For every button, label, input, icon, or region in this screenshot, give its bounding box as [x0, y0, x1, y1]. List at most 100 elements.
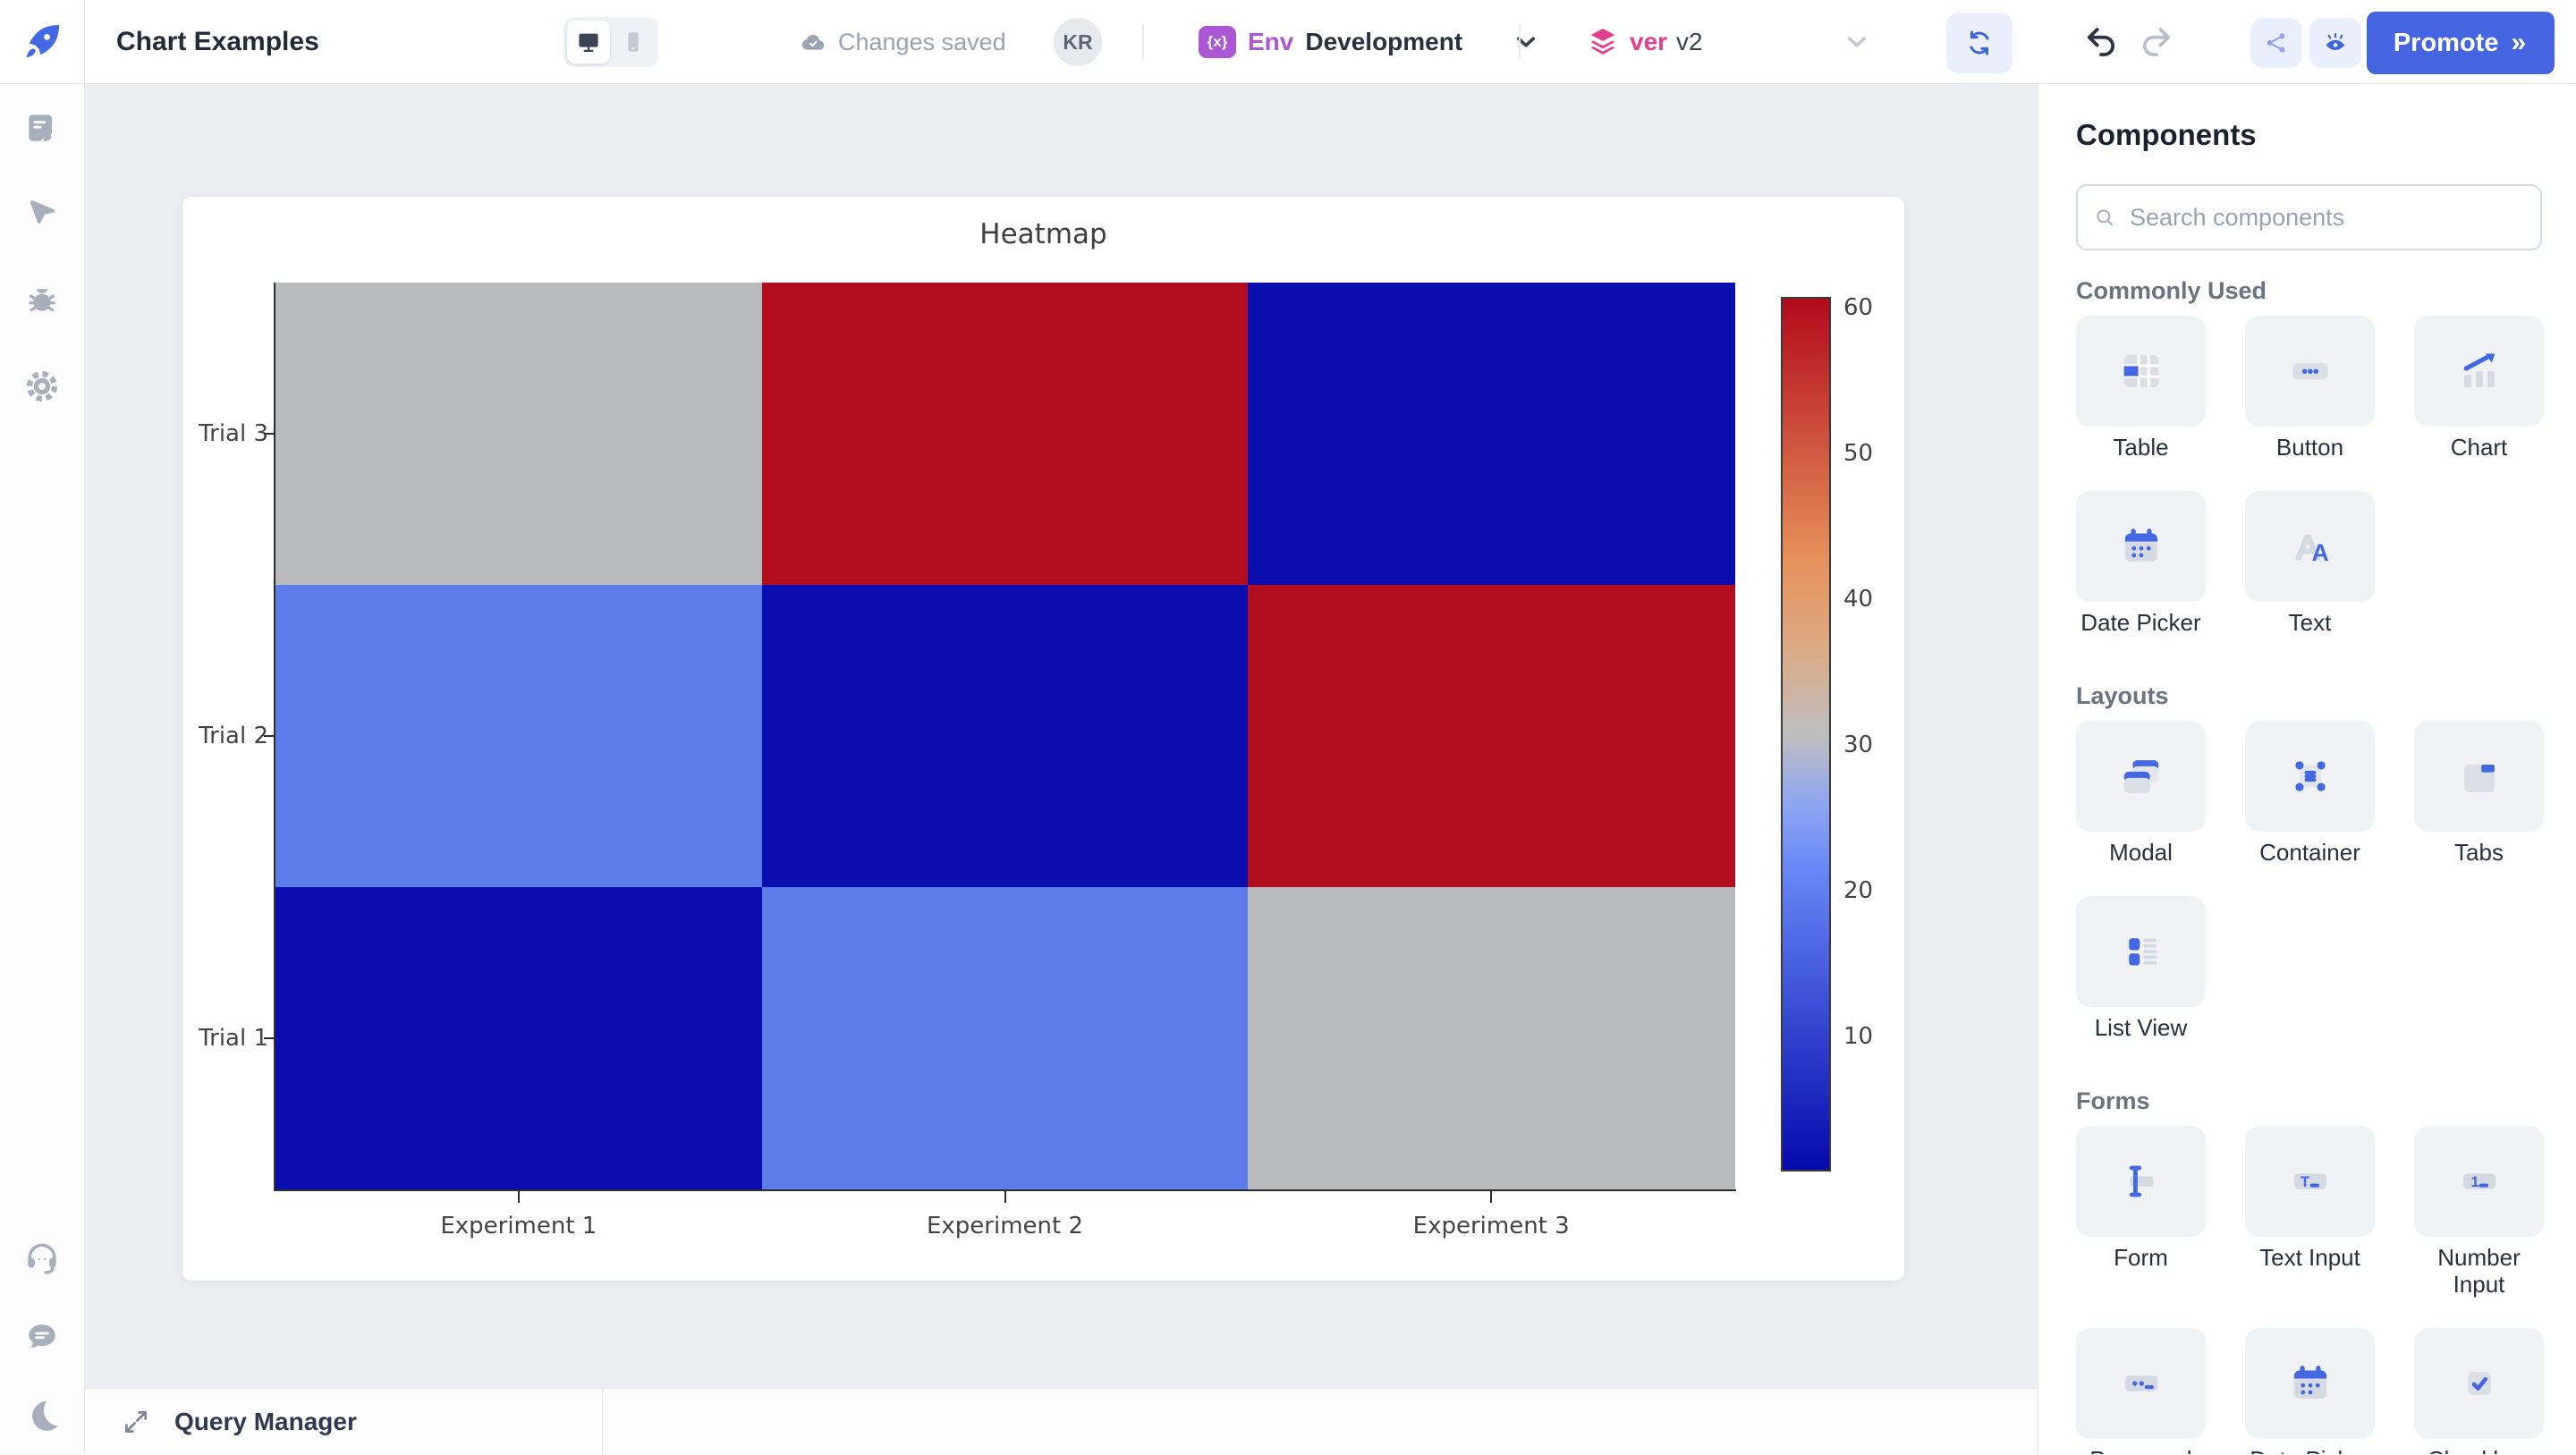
- svg-text:T: T: [2300, 1173, 2309, 1190]
- app-title[interactable]: Chart Examples: [116, 27, 319, 56]
- settings-icon[interactable]: [22, 367, 62, 406]
- components-panel: Components Commonly Used Table Button Chart…: [2038, 84, 2576, 1454]
- component-card-form[interactable]: [2076, 1126, 2206, 1237]
- heatmap-cell[interactable]: [1248, 283, 1735, 586]
- environment-selector[interactable]: {x} Env Development: [1199, 0, 1542, 84]
- x-axis-line: [274, 1189, 1736, 1191]
- query-manager-label: Query Manager: [174, 1408, 357, 1435]
- container-icon: [2284, 750, 2336, 802]
- chart-icon: [2453, 345, 2505, 397]
- query-manager-toggle[interactable]: Query Manager: [121, 1389, 357, 1455]
- svg-text:A: A: [2296, 529, 2318, 566]
- heatmap-cell[interactable]: [761, 887, 1250, 1190]
- component-card-table[interactable]: [2076, 316, 2206, 427]
- chevron-down-icon[interactable]: [1841, 26, 1873, 58]
- component-item-text-input: T Text Input: [2245, 1126, 2375, 1298]
- component-label: Table: [2113, 434, 2169, 461]
- component-card-list-view[interactable]: [2076, 896, 2206, 1007]
- component-item-form: Form: [2076, 1126, 2206, 1298]
- component-item-button: Button: [2245, 316, 2375, 461]
- component-card-number-input[interactable]: 1: [2414, 1126, 2544, 1237]
- chart-widget[interactable]: Heatmap Trial 3 Trial 2 Trial 1 Experiment …: [182, 197, 1904, 1281]
- colorbar: [1781, 297, 1831, 1172]
- x-axis-tick-label: Experiment 2: [926, 1213, 1084, 1239]
- heatmap-cell[interactable]: [761, 283, 1250, 586]
- component-card-date-picker[interactable]: [2245, 1328, 2375, 1439]
- rocket-icon: [26, 25, 59, 58]
- component-label: Number Input: [2437, 1244, 2521, 1298]
- heatmap-cell[interactable]: [275, 585, 763, 888]
- heatmap-cell[interactable]: [275, 283, 763, 586]
- sync-button[interactable]: [1946, 13, 2012, 73]
- search-input[interactable]: [2076, 184, 2542, 250]
- heatmap-cell[interactable]: [275, 887, 763, 1190]
- y-axis-tick: [264, 433, 274, 435]
- component-card-text-input[interactable]: T: [2245, 1126, 2375, 1237]
- eye-icon: [2326, 33, 2345, 50]
- pages-icon[interactable]: [22, 109, 62, 148]
- app-logo[interactable]: [0, 0, 85, 84]
- version-label: ver: [1630, 28, 1668, 55]
- heatmap-cell[interactable]: [1248, 585, 1735, 888]
- component-item-container: Container: [2245, 721, 2375, 866]
- undo-button[interactable]: [2082, 23, 2120, 61]
- component-label: Modal: [2109, 839, 2173, 866]
- component-item-password-input: Password Input: [2076, 1328, 2206, 1454]
- save-status: Changes saved: [799, 0, 1006, 84]
- component-label: Text Input: [2259, 1244, 2360, 1271]
- svg-text:1: 1: [2470, 1173, 2479, 1190]
- mobile-toggle[interactable]: [612, 21, 655, 63]
- desktop-icon: [579, 33, 598, 52]
- heatmap-plot-area: [275, 283, 1735, 1190]
- avatar[interactable]: KR: [1054, 18, 1102, 66]
- save-status-text: Changes saved: [838, 28, 1006, 55]
- promote-button[interactable]: Promote »: [2367, 12, 2555, 74]
- component-card-password-input[interactable]: [2076, 1328, 2206, 1439]
- form-icon: [2115, 1155, 2167, 1207]
- component-card-date-picker[interactable]: [2076, 491, 2206, 602]
- promote-label: Promote: [2393, 28, 2499, 57]
- component-item-text: A A Text: [2245, 491, 2375, 636]
- expand-icon: [125, 1411, 147, 1433]
- y-axis-line: [274, 283, 275, 1191]
- env-value: Development: [1305, 28, 1463, 55]
- component-item-list-view: List View: [2076, 896, 2206, 1041]
- heatmap-cell[interactable]: [1248, 887, 1735, 1190]
- share-button[interactable]: [2250, 18, 2302, 68]
- dark-mode-icon[interactable]: [22, 1396, 62, 1435]
- component-card-checkbox[interactable]: [2414, 1328, 2544, 1439]
- redo-button[interactable]: [2138, 23, 2175, 61]
- component-label: Text: [2288, 609, 2332, 636]
- device-layout-toggle: [564, 17, 658, 67]
- component-card-modal[interactable]: [2076, 721, 2206, 832]
- inspector-icon[interactable]: [22, 195, 62, 234]
- heatmap-cell[interactable]: [761, 585, 1250, 888]
- component-card-tabs[interactable]: [2414, 721, 2544, 832]
- component-item-checkbox: Checkbox: [2414, 1328, 2544, 1454]
- support-icon[interactable]: [22, 1239, 62, 1278]
- version-value: v2: [1676, 28, 1703, 55]
- component-card-chart[interactable]: [2414, 316, 2544, 427]
- datepicker-icon: [2284, 1358, 2336, 1409]
- comments-icon[interactable]: [22, 1317, 62, 1357]
- component-label: Form: [2114, 1244, 2168, 1271]
- y-axis-tick: [264, 735, 274, 737]
- desktop-toggle[interactable]: [567, 21, 610, 63]
- version-selector[interactable]: ver v2: [1585, 0, 1703, 84]
- app-canvas[interactable]: Heatmap Trial 3 Trial 2 Trial 1 Experiment …: [85, 84, 2038, 1455]
- colorbar-tick-label: 50: [1843, 440, 1874, 467]
- component-card-button[interactable]: [2245, 316, 2375, 427]
- header-divider: [1142, 25, 1144, 59]
- component-label: Container: [2259, 839, 2360, 866]
- share-icon: [2267, 33, 2285, 53]
- passwordinput-icon: [2115, 1358, 2167, 1409]
- component-card-container[interactable]: [2245, 721, 2375, 832]
- component-item-table: Table: [2076, 316, 2206, 461]
- header-divider: [1519, 25, 1521, 59]
- debugger-icon[interactable]: [22, 281, 62, 320]
- colorbar-tick-label: 60: [1843, 294, 1874, 321]
- preview-button[interactable]: [2309, 18, 2361, 68]
- query-manager-bar: Query Manager: [85, 1388, 2038, 1455]
- table-icon: [2115, 345, 2167, 397]
